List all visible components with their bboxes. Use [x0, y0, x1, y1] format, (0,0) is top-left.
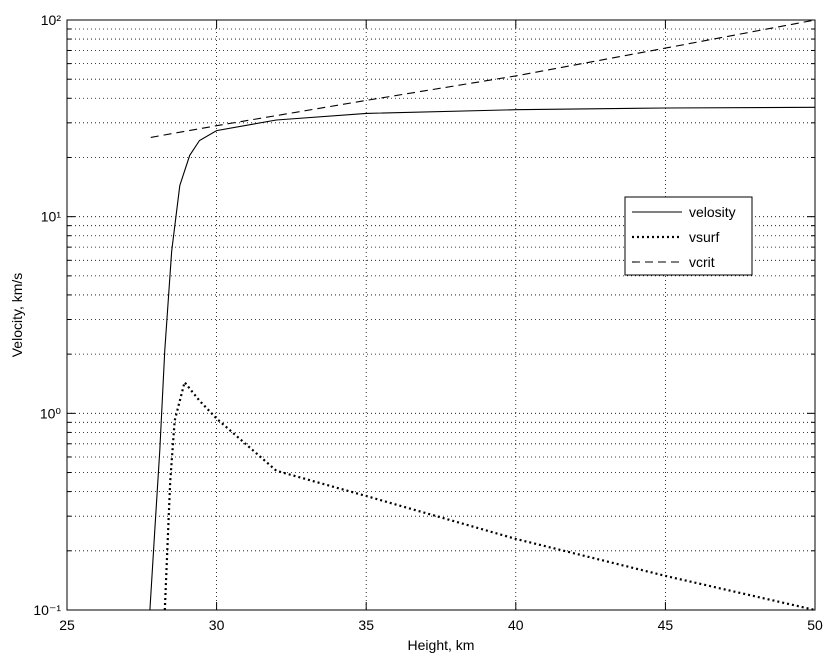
y-tick-label: 10⁻¹ [33, 602, 61, 618]
legend-label: vsurf [689, 229, 719, 245]
x-tick-label: 30 [209, 617, 225, 633]
series-line [150, 19, 816, 138]
y-tick-label: 10² [41, 12, 62, 28]
y-axis-label: Velocity, km/s [9, 273, 25, 358]
x-tick-label: 50 [807, 617, 823, 633]
x-tick-label: 40 [508, 617, 524, 633]
legend-label: vcrit [689, 254, 715, 270]
plot-frame [66, 19, 816, 611]
y-tick-label: 10⁰ [40, 405, 62, 421]
legend-label: velosity [689, 204, 736, 220]
series-line [163, 379, 816, 612]
x-axis-label: Height, km [408, 637, 475, 653]
x-tick-label: 25 [59, 617, 75, 633]
x-tick-label: 35 [358, 617, 374, 633]
series-line [149, 106, 816, 611]
y-tick-label: 10¹ [41, 209, 62, 225]
x-tick-label: 45 [658, 617, 674, 633]
